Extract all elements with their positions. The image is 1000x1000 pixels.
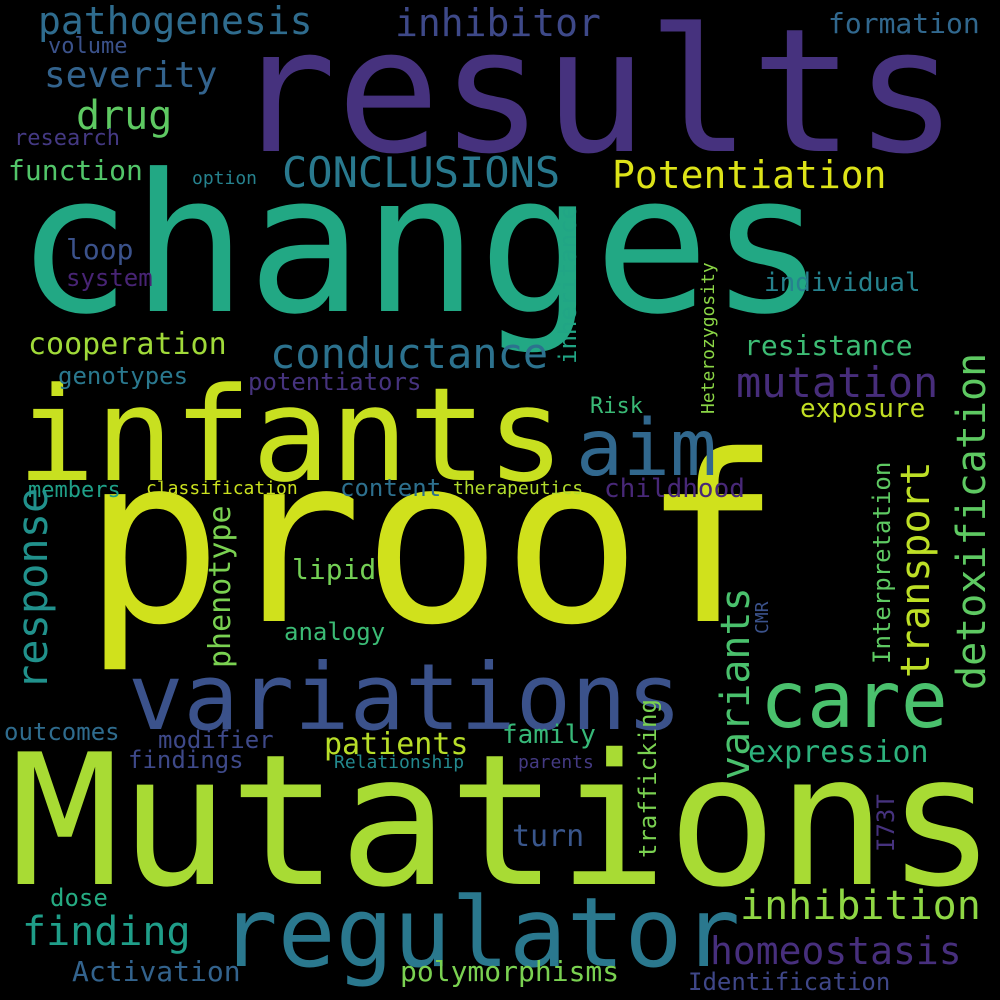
word-mutation: mutation [736, 358, 939, 407]
word-genotypes: genotypes [58, 362, 189, 390]
word-finding: finding [22, 909, 191, 955]
word-regulator: regulator [220, 877, 741, 989]
word-dose: dose [50, 884, 108, 912]
word-members: members [28, 478, 121, 503]
word-family: family [502, 720, 596, 750]
word-analogy: analogy [284, 618, 386, 646]
word-trafficking: trafficking [634, 699, 662, 858]
word-lipid: lipid [292, 553, 377, 586]
word-potentiation: Potentiation [612, 153, 887, 197]
word-formation: formation [828, 7, 980, 40]
word-activation: Activation [72, 955, 241, 988]
word-childhood: childhood [604, 474, 745, 504]
word-pathogenesis: pathogenesis [38, 0, 313, 43]
word-interpretation: Interpretation [868, 461, 896, 664]
word-expression: expression [748, 735, 929, 770]
word-variations: variations [128, 644, 682, 751]
word-function: function [8, 154, 143, 187]
word-identification: Identification [688, 968, 891, 996]
word-potentiators: potentiators [248, 368, 422, 396]
word-risk: Risk [590, 394, 643, 419]
word-polymorphisms: polymorphisms [400, 955, 620, 988]
word-individual: individual [764, 268, 921, 298]
word-drug: drug [76, 93, 173, 139]
word-exposure: exposure [800, 394, 926, 424]
word-patients: patients [324, 727, 469, 762]
word-transport: transport [893, 461, 939, 678]
word-inhibition: inhibition [740, 883, 981, 929]
word-response: response [8, 487, 57, 690]
word-outcomes: outcomes [4, 718, 120, 746]
word-parents: parents [518, 752, 594, 773]
word-volume: volume [48, 34, 128, 59]
word-homeostasis: homeostasis [710, 929, 962, 973]
word-results: results [233, 0, 958, 192]
word-variants: variants [713, 587, 759, 780]
word-infants: infants [17, 359, 565, 511]
word-heterozygosity: Heterozygosity [698, 262, 719, 414]
word-classification: classification [146, 478, 298, 499]
word-relationship: Relationship [334, 752, 465, 773]
word-content: content [340, 474, 442, 502]
word-system: system [66, 264, 153, 292]
word-conclusions: CONCLUSIONS [282, 148, 561, 197]
word-inheritance: inheritance [554, 205, 582, 364]
word-cmr: CMR [752, 601, 773, 634]
word-changes: changes [16, 134, 826, 357]
word-inhibitor: inhibitor [395, 1, 601, 45]
word-findings: findings [128, 746, 244, 774]
word-mutations: Mutations [10, 715, 997, 927]
word-loop: loop [66, 233, 134, 266]
word-i73t: I73T [872, 794, 900, 852]
word-modifier: modifier [158, 726, 274, 754]
word-option: option [192, 168, 258, 189]
word-cooperation: cooperation [28, 327, 227, 362]
word-care: care [760, 656, 948, 746]
word-therapeutics: therapeutics [453, 478, 584, 499]
word-research: research [14, 126, 120, 151]
word-resistance: resistance [744, 329, 913, 362]
word-proof: proof [83, 406, 782, 676]
word-aim: aim [576, 404, 717, 494]
word-severity: severity [44, 55, 218, 96]
word-turn: turn [512, 819, 585, 854]
word-conductance: conductance [270, 329, 549, 378]
word-detoxification: detoxification [949, 352, 995, 690]
word-phenotype: phenotype [203, 505, 238, 668]
